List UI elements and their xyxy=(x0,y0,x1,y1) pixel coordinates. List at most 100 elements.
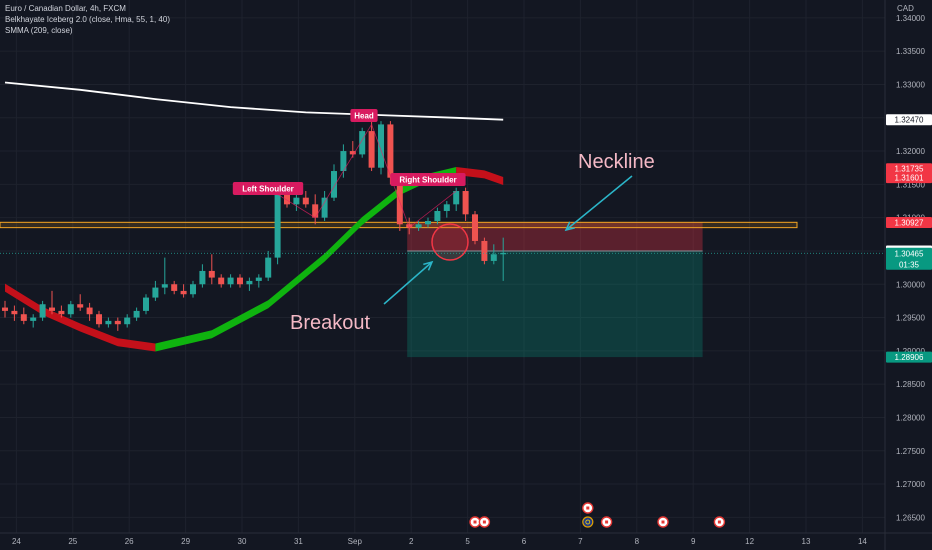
price-tick-label: 1.29000 xyxy=(896,347,925,356)
candle xyxy=(77,294,84,311)
time-tick-label: 6 xyxy=(522,537,527,546)
candle xyxy=(415,220,422,231)
price-tag-background xyxy=(886,351,932,363)
canada-flag-leaf xyxy=(661,520,665,524)
currency-label: CAD xyxy=(897,4,914,13)
canada-flag-icon[interactable] xyxy=(478,516,491,528)
event-markers xyxy=(469,502,726,528)
candle xyxy=(199,264,206,288)
price-tag: 1.31735 xyxy=(886,163,932,175)
label-left-shoulder-background xyxy=(232,182,304,195)
price-tag-value: 1.28906 xyxy=(895,353,924,362)
price-tick-label: 1.28000 xyxy=(896,413,925,422)
price-tag-background xyxy=(886,217,932,229)
candle-body xyxy=(199,270,206,285)
candle xyxy=(462,187,469,221)
label-right-shoulder-text: Right Shoulder xyxy=(399,176,456,185)
price-tag: 1.30927 xyxy=(886,217,932,229)
label-head: Head xyxy=(350,109,378,122)
canada-flag-icon[interactable] xyxy=(657,516,669,528)
candle xyxy=(105,317,112,328)
price-tick-label: 1.29500 xyxy=(896,314,925,323)
candle-body xyxy=(481,240,488,261)
time-tick-label: 14 xyxy=(858,537,867,546)
candle-body xyxy=(58,310,65,315)
candle-body xyxy=(387,124,394,178)
time-tick-label: Sep xyxy=(348,537,363,546)
price-tick-label: 1.26500 xyxy=(896,513,925,522)
time-tick-label: 8 xyxy=(635,537,640,546)
candle xyxy=(265,250,272,281)
candle-body xyxy=(321,197,328,218)
candle xyxy=(472,210,478,245)
chart-legend: Euro / Canadian Dollar, 4h, FXCM Belkhay… xyxy=(5,3,170,36)
price-tag-value: 1.31601 xyxy=(895,174,924,183)
candle xyxy=(124,314,131,328)
price-tick-label: 1.33500 xyxy=(896,47,925,56)
price-tick-label: 1.30000 xyxy=(896,280,925,289)
candle-body xyxy=(425,220,431,225)
candle xyxy=(340,144,347,178)
candle xyxy=(133,307,140,321)
candle-body xyxy=(190,284,196,295)
canada-flag-icon[interactable] xyxy=(582,502,594,514)
eu-flag-circle xyxy=(582,516,594,528)
candle xyxy=(293,194,300,211)
candle xyxy=(359,127,366,158)
pattern-outline xyxy=(277,123,457,229)
price-tick-label: 1.27500 xyxy=(896,447,925,456)
candle-body xyxy=(105,320,112,325)
time-tick-label: 5 xyxy=(465,537,470,546)
candle xyxy=(30,314,37,328)
canada-flag-icon[interactable] xyxy=(469,516,481,528)
arrow-neckline-head xyxy=(564,221,575,232)
legend-indicator-iceberg[interactable]: Belkhayate Iceberg 2.0 (close, Hma, 55, … xyxy=(5,15,170,24)
candle xyxy=(481,237,488,265)
time-tick-label: 25 xyxy=(68,537,77,546)
candle-body xyxy=(490,254,497,261)
candle xyxy=(180,284,187,298)
smma-line xyxy=(4,81,504,121)
candle xyxy=(96,310,102,328)
legend-symbol[interactable]: Euro / Canadian Dollar, 4h, FXCM xyxy=(5,4,126,13)
canada-flag-icon[interactable] xyxy=(600,516,613,528)
iceberg-band-bearish xyxy=(5,283,156,352)
candle xyxy=(331,164,337,201)
candle xyxy=(321,191,328,221)
canada-flag-icon[interactable] xyxy=(713,516,726,528)
candle-body xyxy=(340,151,347,172)
candle-body xyxy=(77,304,84,308)
candle xyxy=(302,191,309,208)
legend-indicator-smma[interactable]: SMMA (209, close) xyxy=(5,26,73,35)
time-tick-label: 12 xyxy=(745,537,754,546)
canada-flag-leaf xyxy=(605,520,609,524)
price-tag-background xyxy=(886,114,932,126)
canada-flag-leaf xyxy=(482,520,486,524)
canada-flag-leaf xyxy=(586,506,590,510)
candle-body xyxy=(378,124,384,168)
candle xyxy=(443,201,450,218)
candle xyxy=(312,194,319,225)
candle-body xyxy=(208,270,215,278)
candle xyxy=(368,121,375,172)
arrow-neckline-shaft xyxy=(565,175,633,231)
candle-body xyxy=(237,277,243,285)
candle xyxy=(11,305,18,321)
candle xyxy=(86,302,93,321)
eu-flag-icon[interactable] xyxy=(582,516,594,528)
time-tick-label: 29 xyxy=(181,537,190,546)
price-tag-background xyxy=(886,163,932,175)
candle-body xyxy=(359,131,366,155)
label-right-shoulder: Right Shoulder xyxy=(390,173,466,186)
candle-body xyxy=(171,284,178,291)
candle-body xyxy=(284,194,290,205)
candle-body xyxy=(406,224,413,228)
candle-body xyxy=(2,307,8,311)
price-tag-value: 1.31735 xyxy=(895,165,924,174)
time-tick-label: 2 xyxy=(409,537,414,546)
arrow-neckline xyxy=(564,175,633,232)
label-neckline: Neckline xyxy=(578,151,655,173)
eu-flag-stars xyxy=(585,519,591,525)
label-head-background xyxy=(350,109,378,122)
